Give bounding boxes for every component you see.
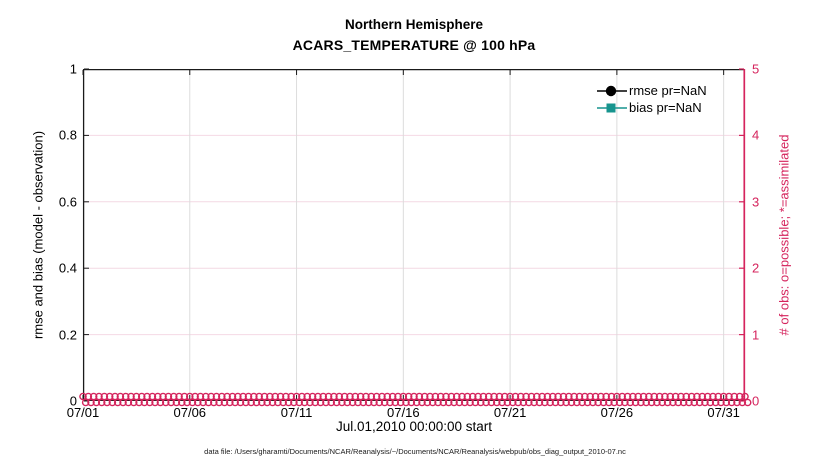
left-y-tick-label: 0.8 bbox=[58, 127, 77, 143]
x-tick-label: 07/21 bbox=[493, 405, 527, 420]
bias-line-marker-icon bbox=[597, 103, 627, 112]
data-file-caption: data file: /Users/gharamti/Documents/NCA… bbox=[204, 447, 626, 456]
right-y-tick-label: 2 bbox=[752, 260, 760, 276]
legend-item-bias: bias pr=NaN bbox=[597, 99, 707, 116]
legend-label-bias: bias pr=NaN bbox=[629, 100, 702, 115]
right-y-tick-label: 0 bbox=[752, 393, 760, 409]
obs-marker-band bbox=[79, 392, 752, 407]
legend-label-rmse: rmse pr=NaN bbox=[629, 83, 707, 98]
right-y-tick-label: 4 bbox=[752, 127, 760, 143]
x-tick-label: 07/31 bbox=[707, 405, 740, 420]
right-y-tick-label: 1 bbox=[752, 327, 760, 343]
x-tick-label: 07/01 bbox=[66, 405, 100, 420]
x-tick-label: 07/06 bbox=[173, 405, 207, 420]
chart-title: Northern Hemisphere bbox=[344, 17, 484, 32]
plot-area bbox=[79, 68, 752, 407]
left-y-tick-label: 0.2 bbox=[58, 327, 77, 343]
x-tick-label: 07/11 bbox=[280, 405, 313, 420]
chart-subtitle: ACARS_TEMPERATURE @ 100 hPa bbox=[292, 37, 536, 53]
left-y-tick-label: 0 bbox=[69, 393, 77, 409]
rmse-line-marker-icon bbox=[597, 85, 627, 96]
gridlines bbox=[83, 69, 745, 401]
axes-spines bbox=[82, 68, 746, 402]
tick-marks bbox=[82, 68, 744, 402]
legend: rmse pr=NaN bias pr=NaN bbox=[597, 82, 707, 116]
left-y-tick-label: 0.4 bbox=[58, 260, 77, 276]
right-y-tick-label: 3 bbox=[752, 194, 760, 210]
left-y-tick-label: 0.6 bbox=[58, 194, 77, 210]
x-tick-label: 07/26 bbox=[600, 405, 634, 420]
right-y-axis-label: # of obs: o=possible; *=assimilated bbox=[776, 134, 792, 336]
legend-item-rmse: rmse pr=NaN bbox=[597, 82, 707, 99]
left-y-axis-label: rmse and bias (model - observation) bbox=[30, 130, 46, 340]
right-y-tick-label: 5 bbox=[752, 61, 760, 77]
x-tick-label: 07/16 bbox=[387, 405, 420, 420]
left-y-tick-label: 1 bbox=[69, 61, 77, 77]
x-axis-label: Jul.01,2010 00:00:00 start bbox=[335, 419, 493, 434]
